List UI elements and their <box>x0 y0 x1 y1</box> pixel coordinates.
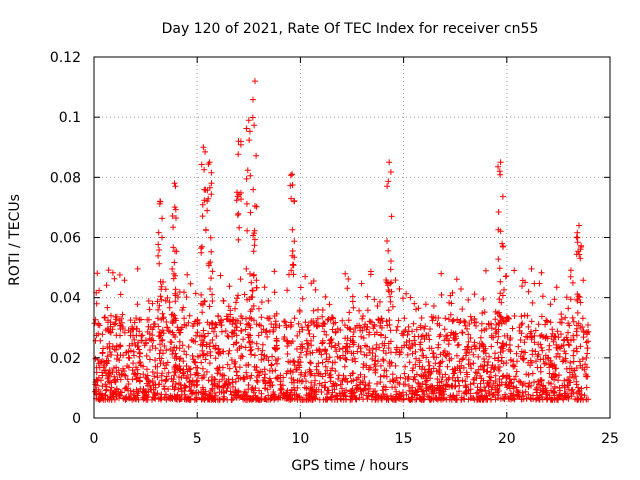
y-tick-label: 0.02 <box>50 351 81 367</box>
scatter-points <box>91 78 592 403</box>
x-tick-label: 15 <box>395 431 413 447</box>
x-tick-label: 25 <box>601 431 619 447</box>
ticks <box>93 56 611 419</box>
x-axis-title: GPS time / hours <box>291 458 408 474</box>
grid <box>94 57 610 418</box>
plot-frame <box>93 56 611 419</box>
x-tick-label: 10 <box>291 431 309 447</box>
x-tick-labels: 0 5 10 15 20 25 <box>90 431 619 447</box>
y-tick-label: 0.08 <box>50 170 81 186</box>
x-tick-label: 0 <box>90 431 99 447</box>
x-tick-label: 20 <box>498 431 516 447</box>
y-tick-label: 0.06 <box>50 231 81 247</box>
x-tick-label: 5 <box>193 431 202 447</box>
y-tick-labels: 0 0.02 0.04 0.06 0.08 0.1 0.12 <box>50 50 81 427</box>
data-points <box>91 78 592 403</box>
chart-title: Day 120 of 2021, Rate Of TEC Index for r… <box>162 21 539 37</box>
y-axis-title: ROTI / TECUs <box>7 194 23 286</box>
y-tick-label: 0.12 <box>50 50 81 66</box>
y-tick-label: 0 <box>72 411 81 427</box>
y-tick-label: 0.04 <box>50 291 81 307</box>
y-tick-label: 0.1 <box>59 110 81 126</box>
